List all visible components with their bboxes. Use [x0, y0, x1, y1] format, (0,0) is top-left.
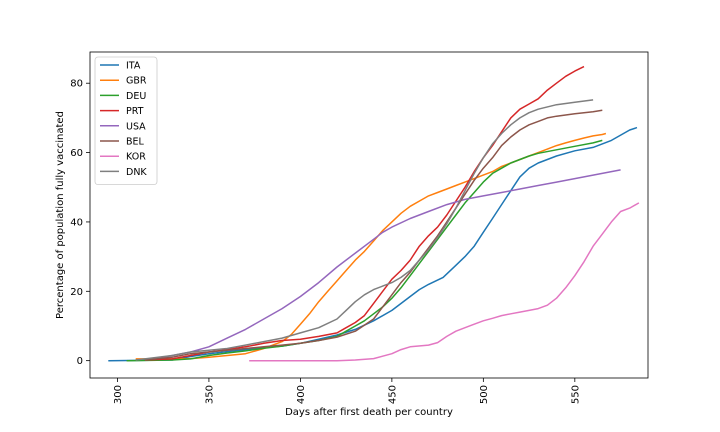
legend-label-prt: PRT [126, 106, 144, 117]
y-tick-label: 40 [70, 217, 83, 228]
y-tick-label: 60 [70, 148, 83, 159]
x-axis-title: Days after first death per country [285, 407, 453, 418]
x-tick-label: 550 [570, 385, 581, 404]
y-tick-label: 20 [70, 287, 83, 298]
legend: ITA GBR DEU PRT USA BEL KOR DNK [94, 56, 158, 185]
y-tick-label: 80 [70, 79, 83, 90]
legend-label-ita: ITA [126, 61, 141, 72]
legend-label-dnk: DNK [126, 167, 147, 178]
y-axis-title: Percentage of population fully vaccinate… [55, 111, 66, 319]
legend-label-deu: DEU [126, 91, 146, 102]
plot-area [89, 51, 649, 379]
legend-label-gbr: GBR [126, 76, 147, 87]
series-line-dnk [135, 99, 594, 361]
series-line-prt [144, 65, 585, 361]
x-tick-label: 400 [296, 385, 307, 404]
series-line-usa [153, 169, 621, 360]
x-tick-label: 300 [113, 385, 124, 404]
legend-label-usa: USA [126, 121, 146, 132]
x-tick-label: 350 [204, 385, 215, 404]
legend-label-bel: BEL [126, 137, 145, 148]
series-layer [108, 65, 640, 362]
series-line-ita [108, 126, 638, 362]
x-tick-label: 450 [387, 385, 398, 404]
series-line-deu [126, 139, 603, 362]
y-axis: 0 20 40 60 80 [70, 79, 90, 367]
y-tick-label: 0 [77, 356, 83, 367]
x-axis: 300 350 400 450 500 550 [113, 378, 581, 404]
legend-box [94, 56, 158, 185]
x-tick-label: 500 [479, 385, 490, 404]
series-line-kor [249, 202, 640, 362]
legend-label-kor: KOR [126, 152, 146, 163]
